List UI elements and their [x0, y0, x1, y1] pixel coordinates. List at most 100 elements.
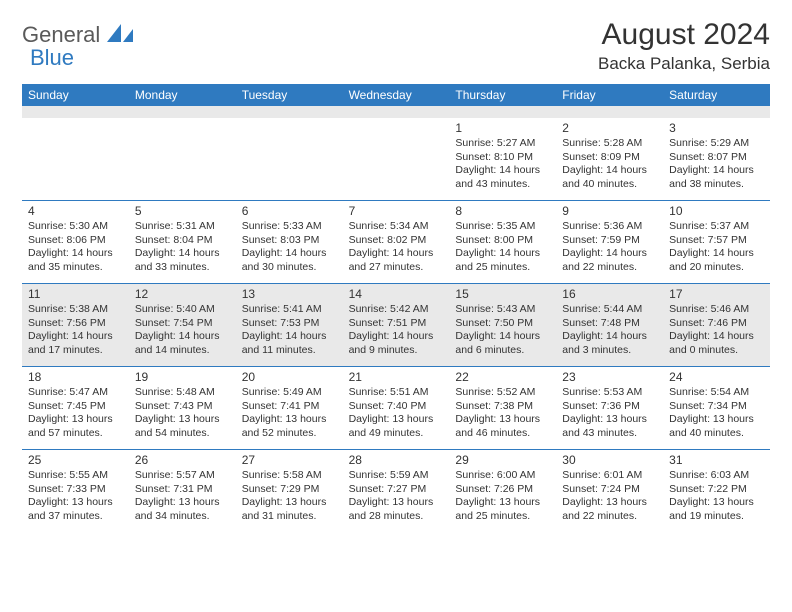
day-number: 22 — [455, 370, 550, 384]
day-number: 26 — [135, 453, 230, 467]
calendar-cell: 17Sunrise: 5:46 AMSunset: 7:46 PMDayligh… — [663, 284, 770, 366]
calendar-page: General Blue August 2024 Backa Palanka, … — [0, 0, 792, 550]
day-number: 7 — [349, 204, 444, 218]
calendar-cell: 27 Sunrise: 5:58 AMSunset: 7:29 PMDayligh… — [236, 450, 343, 532]
calendar-cell: 21Sunrise: 5:51 AMSunset: 7:40 PMDayligh… — [343, 367, 450, 449]
page-header: General Blue August 2024 Backa Palanka, … — [22, 18, 770, 74]
calendar-cell: 2Sunrise: 5:28 AMSunset: 8:09 PMDaylight… — [556, 118, 663, 200]
day-info: Sunrise: 6:01 AMSunset: 7:24 PMDaylight:… — [562, 469, 657, 524]
day-number: 24 — [669, 370, 764, 384]
day-info: Sunrise: 5:42 AMSunset: 7:51 PMDaylight:… — [349, 303, 444, 358]
day-info: Sunrise: 5:54 AMSunset: 7:34 PMDaylight:… — [669, 386, 764, 441]
day-number: 9 — [562, 204, 657, 218]
day-info: Sunrise: 5:57 AMSunset: 7:31 PMDaylight:… — [135, 469, 230, 524]
location-label: Backa Palanka, Serbia — [598, 54, 770, 74]
day-number: 29 — [455, 453, 550, 467]
calendar-cell-empty — [129, 118, 236, 200]
day-number: 25 — [28, 453, 123, 467]
day-info: Sunrise: 5:47 AMSunset: 7:45 PMDaylight:… — [28, 386, 123, 441]
calendar-cell: 26 Sunrise: 5:57 AMSunset: 7:31 PMDayligh… — [129, 450, 236, 532]
calendar-cell: 8 Sunrise: 5:35 AMSunset: 8:00 PMDaylight… — [449, 201, 556, 283]
calendar-cell: 9 Sunrise: 5:36 AMSunset: 7:59 PMDaylight… — [556, 201, 663, 283]
day-info: Sunrise: 5:58 AMSunset: 7:29 PMDaylight:… — [242, 469, 337, 524]
day-info: Sunrise: 5:48 AMSunset: 7:43 PMDaylight:… — [135, 386, 230, 441]
day-info: Sunrise: 6:03 AMSunset: 7:22 PMDaylight:… — [669, 469, 764, 524]
day-number: 16 — [562, 287, 657, 301]
day-header: Sunday — [22, 84, 129, 106]
logo: General Blue — [22, 18, 133, 70]
title-block: August 2024 Backa Palanka, Serbia — [598, 18, 770, 74]
day-info: Sunrise: 5:38 AMSunset: 7:56 PMDaylight:… — [28, 303, 123, 358]
calendar-cell: 10 Sunrise: 5:37 AMSunset: 7:57 PMDayligh… — [663, 201, 770, 283]
day-info: Sunrise: 5:31 AMSunset: 8:04 PMDaylight:… — [135, 220, 230, 275]
day-number: 14 — [349, 287, 444, 301]
calendar-cell: 29 Sunrise: 6:00 AMSunset: 7:26 PMDayligh… — [449, 450, 556, 532]
calendar-cell-empty — [236, 118, 343, 200]
calendar-cell-empty — [22, 118, 129, 200]
calendar-cell: 31 Sunrise: 6:03 AMSunset: 7:22 PMDayligh… — [663, 450, 770, 532]
day-header: Monday — [129, 84, 236, 106]
day-number: 20 — [242, 370, 337, 384]
day-info: Sunrise: 5:35 AMSunset: 8:00 PMDaylight:… — [455, 220, 550, 275]
calendar-cell: 18 Sunrise: 5:47 AMSunset: 7:45 PMDayligh… — [22, 367, 129, 449]
calendar-cell: 11Sunrise: 5:38 AMSunset: 7:56 PMDayligh… — [22, 284, 129, 366]
day-info: Sunrise: 5:49 AMSunset: 7:41 PMDaylight:… — [242, 386, 337, 441]
calendar-cell: 1 Sunrise: 5:27 AMSunset: 8:10 PMDaylight… — [449, 118, 556, 200]
day-header: Tuesday — [236, 84, 343, 106]
day-number: 5 — [135, 204, 230, 218]
calendar-cell: 30 Sunrise: 6:01 AMSunset: 7:24 PMDayligh… — [556, 450, 663, 532]
calendar-cell: 13 Sunrise: 5:41 AMSunset: 7:53 PMDayligh… — [236, 284, 343, 366]
day-info: Sunrise: 5:44 AMSunset: 7:48 PMDaylight:… — [562, 303, 657, 358]
day-header: Wednesday — [343, 84, 450, 106]
calendar-cell: 15 Sunrise: 5:43 AMSunset: 7:50 PMDayligh… — [449, 284, 556, 366]
calendar-cell: 3Sunrise: 5:29 AMSunset: 8:07 PMDaylight… — [663, 118, 770, 200]
day-info: Sunrise: 5:40 AMSunset: 7:54 PMDaylight:… — [135, 303, 230, 358]
day-info: Sunrise: 5:37 AMSunset: 7:57 PMDaylight:… — [669, 220, 764, 275]
calendar-cell: 28Sunrise: 5:59 AMSunset: 7:27 PMDayligh… — [343, 450, 450, 532]
calendar-cell: 22 Sunrise: 5:52 AMSunset: 7:38 PMDayligh… — [449, 367, 556, 449]
calendar-cell: 23Sunrise: 5:53 AMSunset: 7:36 PMDayligh… — [556, 367, 663, 449]
day-number: 15 — [455, 287, 550, 301]
calendar-cell: 5 Sunrise: 5:31 AMSunset: 8:04 PMDaylight… — [129, 201, 236, 283]
day-info: Sunrise: 5:43 AMSunset: 7:50 PMDaylight:… — [455, 303, 550, 358]
day-info: Sunrise: 5:34 AMSunset: 8:02 PMDaylight:… — [349, 220, 444, 275]
day-header: Saturday — [663, 84, 770, 106]
day-info: Sunrise: 5:27 AMSunset: 8:10 PMDaylight:… — [455, 137, 550, 192]
header-spacer — [22, 106, 770, 118]
calendar-cell: 20 Sunrise: 5:49 AMSunset: 7:41 PMDayligh… — [236, 367, 343, 449]
day-number: 31 — [669, 453, 764, 467]
calendar-cell: 6Sunrise: 5:33 AMSunset: 8:03 PMDaylight… — [236, 201, 343, 283]
day-number: 19 — [135, 370, 230, 384]
day-number: 12 — [135, 287, 230, 301]
day-number: 3 — [669, 121, 764, 135]
day-info: Sunrise: 5:41 AMSunset: 7:53 PMDaylight:… — [242, 303, 337, 358]
day-info: Sunrise: 5:53 AMSunset: 7:36 PMDaylight:… — [562, 386, 657, 441]
day-number: 28 — [349, 453, 444, 467]
day-header: Thursday — [449, 84, 556, 106]
day-info: Sunrise: 5:52 AMSunset: 7:38 PMDaylight:… — [455, 386, 550, 441]
day-info: Sunrise: 5:30 AMSunset: 8:06 PMDaylight:… — [28, 220, 123, 275]
month-title: August 2024 — [598, 18, 770, 52]
calendar-cell: 19 Sunrise: 5:48 AMSunset: 7:43 PMDayligh… — [129, 367, 236, 449]
calendar-cell: 4Sunrise: 5:30 AMSunset: 8:06 PMDaylight… — [22, 201, 129, 283]
day-number: 1 — [455, 121, 550, 135]
day-info: Sunrise: 5:55 AMSunset: 7:33 PMDaylight:… — [28, 469, 123, 524]
day-number: 21 — [349, 370, 444, 384]
day-number: 13 — [242, 287, 337, 301]
day-number: 6 — [242, 204, 337, 218]
day-number: 18 — [28, 370, 123, 384]
day-number: 30 — [562, 453, 657, 467]
day-number: 17 — [669, 287, 764, 301]
day-info: Sunrise: 5:36 AMSunset: 7:59 PMDaylight:… — [562, 220, 657, 275]
calendar-cell: 7 Sunrise: 5:34 AMSunset: 8:02 PMDaylight… — [343, 201, 450, 283]
day-number: 10 — [669, 204, 764, 218]
logo-sail-icon — [107, 24, 133, 42]
logo-text-block: General Blue — [22, 24, 133, 70]
calendar-cell-empty — [343, 118, 450, 200]
calendar-cell: 25 Sunrise: 5:55 AMSunset: 7:33 PMDayligh… — [22, 450, 129, 532]
day-number: 27 — [242, 453, 337, 467]
logo-text-general: General — [22, 22, 100, 47]
day-info: Sunrise: 6:00 AMSunset: 7:26 PMDaylight:… — [455, 469, 550, 524]
day-number: 8 — [455, 204, 550, 218]
calendar-cell: 24 Sunrise: 5:54 AMSunset: 7:34 PMDayligh… — [663, 367, 770, 449]
